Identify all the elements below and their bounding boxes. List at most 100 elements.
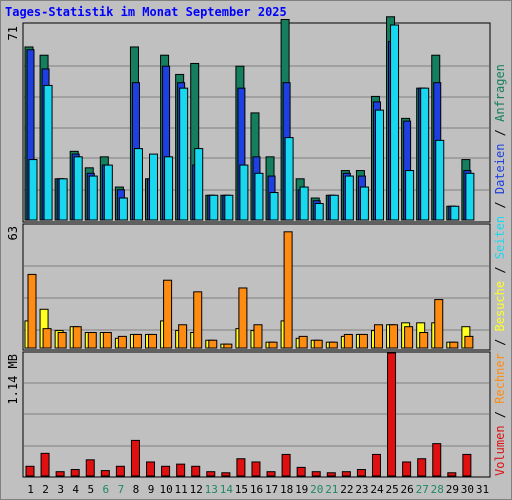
x-tick-label: 31 (476, 483, 489, 496)
x-tick-label: 23 (355, 483, 368, 496)
x-tick-label: 21 (325, 483, 338, 496)
bar-rechner (283, 231, 293, 349)
bar-seiten (329, 194, 339, 221)
legend-entry-volumen: Volumen (493, 425, 507, 476)
bar-seiten (299, 186, 309, 221)
x-tick-label: 1 (27, 483, 34, 496)
x-tick-label: 5 (87, 483, 94, 496)
x-tick-label: 7 (118, 483, 125, 496)
legend-entry-seiten: Seiten (493, 216, 507, 259)
bar-seiten (73, 156, 83, 221)
bar-volumen (115, 465, 125, 477)
bar-rechner (373, 324, 383, 349)
x-tick-label: 30 (461, 483, 474, 496)
bar-seiten (164, 156, 174, 221)
bar-volumen (25, 465, 35, 477)
legend-entry-dateien: Dateien (493, 144, 507, 195)
bar-volumen (341, 471, 351, 477)
bar-rechner (193, 291, 203, 349)
x-tick-label: 25 (385, 483, 398, 496)
bar-rechner (117, 335, 127, 349)
legend-entry-besuche: Besuche (493, 281, 507, 332)
bar-rechner (163, 279, 173, 349)
bar-rechner (404, 326, 414, 349)
legend-separator: / (493, 404, 507, 426)
bar-volumen (417, 458, 427, 477)
bar-seiten (118, 197, 128, 221)
bar-volumen (311, 471, 321, 477)
bar-volumen (281, 453, 291, 477)
x-tick-label: 22 (340, 483, 353, 496)
bar-seiten (179, 87, 189, 221)
legend-separator: / (493, 122, 507, 144)
bar-rechner (419, 332, 429, 349)
bar-seiten (224, 194, 234, 221)
x-tick-label: 10 (159, 483, 172, 496)
bar-rechner (102, 332, 112, 349)
legend: Volumen / Rechner / Besuche / Seiten / D… (493, 64, 507, 476)
bar-seiten (28, 159, 38, 221)
bar-seiten (390, 24, 400, 221)
bar-volumen (402, 461, 412, 477)
bar-seiten (209, 194, 219, 221)
bar-seiten (103, 164, 113, 221)
bar-rechner (298, 335, 308, 349)
bar-volumen (85, 459, 95, 477)
bar-rechner (42, 328, 52, 349)
legend-separator: / (493, 259, 507, 281)
legend-separator: / (493, 194, 507, 216)
bar-volumen (191, 465, 201, 477)
x-tick-label: 16 (250, 483, 263, 496)
y-axis-max-label-2: 63 (6, 226, 20, 240)
bar-rechner (343, 333, 353, 349)
x-tick-label: 29 (446, 483, 459, 496)
bar-volumen (40, 452, 50, 477)
bar-rechner (72, 326, 82, 349)
bar-volumen (146, 461, 156, 477)
bar-seiten (359, 186, 369, 221)
x-tick-label: 19 (295, 483, 308, 496)
x-tick-label: 15 (235, 483, 248, 496)
x-tick-label: 11 (175, 483, 188, 496)
bar-rechner (268, 341, 278, 349)
bar-seiten (374, 109, 384, 221)
x-tick-label: 28 (431, 483, 444, 496)
bar-seiten (314, 203, 324, 221)
bar-rechner (223, 343, 233, 349)
bar-rechner (313, 339, 323, 349)
bar-rechner (253, 324, 263, 349)
bar-volumen (70, 469, 80, 477)
bar-seiten (43, 84, 53, 221)
chart-title: Tages-Statistik im Monat September 2025 (5, 5, 287, 19)
bar-volumen (206, 471, 216, 477)
bar-volumen (356, 469, 366, 477)
x-tick-label: 14 (220, 483, 234, 496)
bar-volumen (55, 471, 65, 477)
x-tick-label: 20 (310, 483, 323, 496)
bar-rechner (208, 339, 218, 349)
bar-rechner (449, 341, 459, 349)
bar-volumen (236, 458, 246, 477)
bar-seiten (284, 137, 294, 221)
bar-seiten (450, 205, 460, 221)
bar-volumen (161, 465, 171, 477)
legend-entry-rechner: Rechner (493, 353, 507, 404)
bar-volumen (296, 466, 306, 477)
bar-volumen (130, 439, 140, 477)
x-tick-label: 8 (133, 483, 140, 496)
bar-volumen (251, 461, 261, 477)
bar-volumen (176, 463, 186, 477)
x-tick-label: 9 (148, 483, 155, 496)
x-tick-label: 4 (72, 483, 79, 496)
bar-rechner (434, 299, 444, 349)
bar-rechner (238, 287, 248, 349)
y-axis-max-label-1: 71 (6, 26, 20, 40)
bar-rechner (57, 332, 67, 349)
bar-rechner (178, 324, 188, 349)
bar-volumen (432, 443, 442, 477)
y-axis-max-label-3: 1.14 MB (6, 354, 20, 405)
bar-seiten (58, 178, 68, 221)
bar-rechner (148, 333, 158, 349)
bar-seiten (254, 172, 264, 221)
